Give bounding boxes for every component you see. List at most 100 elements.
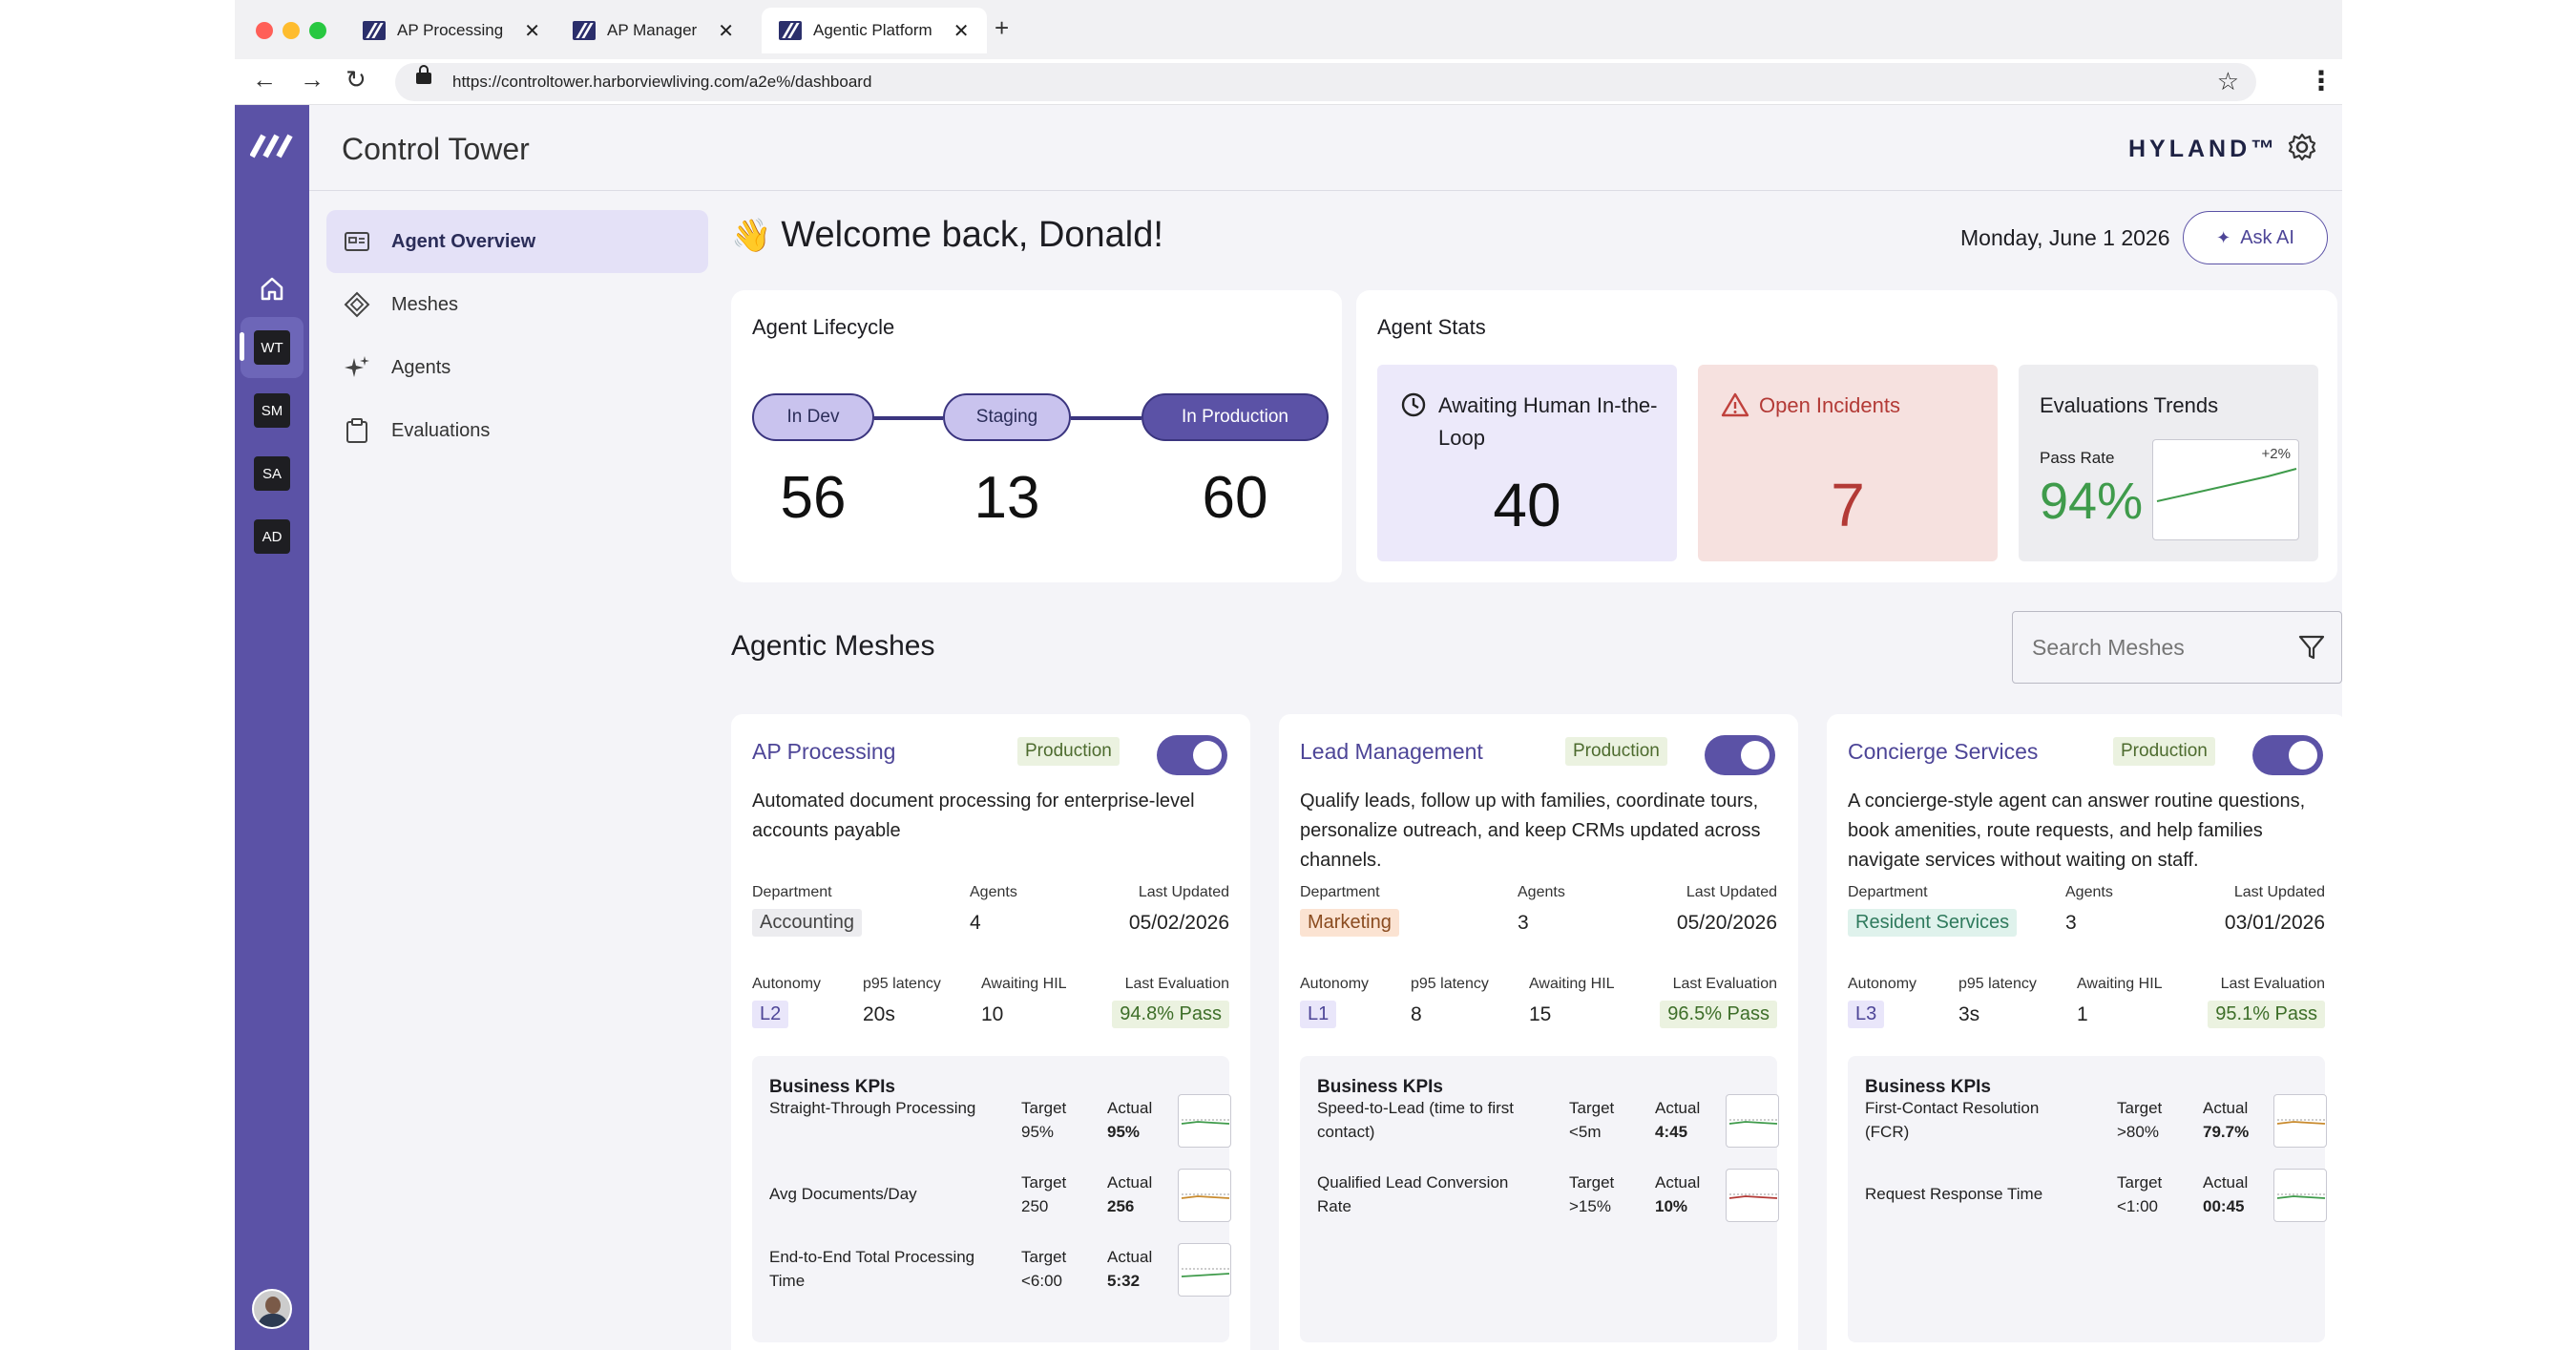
minimize-window-button[interactable]	[283, 22, 300, 39]
business-kpis-panel: Business KPIs Straight-Through Processin…	[752, 1056, 1231, 1342]
browser-tab-agentic-platform[interactable]: Agentic Platform ✕	[762, 8, 987, 53]
p95-latency-label: p95 latency	[863, 976, 941, 992]
mesh-title[interactable]: Lead Management	[1300, 739, 1483, 764]
nav-item-agents[interactable]: Agents	[326, 336, 708, 399]
workspace-badge-sa[interactable]: SA	[254, 456, 290, 491]
mesh-card-concierge-services[interactable]: Concierge Services Production A concierg…	[1827, 714, 2342, 1350]
last-updated-label: Last Updated	[2233, 884, 2325, 900]
workspace-badge-sm[interactable]: SM	[254, 393, 290, 428]
kpi-sparkline	[2273, 1169, 2327, 1222]
nav-label: Agent Overview	[391, 230, 536, 252]
department-chip: Resident Services	[1848, 909, 2018, 937]
awaiting-hil-label: Awaiting HIL	[1529, 976, 1615, 992]
tab-bar: AP Processing ✕ AP Manager ✕ Agentic Pla…	[235, 0, 2342, 59]
awaiting-hil-label: Awaiting HIL	[2077, 976, 2163, 992]
kpi-target: Target <6:00	[1021, 1245, 1066, 1293]
kpi-actual-value: 79.7%	[2203, 1123, 2250, 1141]
tab-label: AP Processing	[397, 21, 504, 39]
kpi-target-label: Target	[1021, 1099, 1067, 1117]
close-tab-icon[interactable]: ✕	[718, 20, 734, 42]
close-tab-icon[interactable]: ✕	[524, 20, 540, 42]
browser-window: AP Processing ✕ AP Manager ✕ Agentic Pla…	[235, 0, 2342, 1350]
awaiting-hil-value: 1	[2077, 1003, 2088, 1025]
user-avatar[interactable]	[252, 1289, 292, 1329]
app-title: Control Tower	[342, 132, 530, 166]
close-window-button[interactable]	[256, 22, 273, 39]
stage-pill-in-production[interactable]: In Production	[1141, 393, 1329, 441]
nav-item-meshes[interactable]: Meshes	[326, 273, 708, 336]
nav-item-evaluations[interactable]: Evaluations	[326, 399, 708, 462]
kpi-sparkline	[1178, 1094, 1231, 1148]
workspace-badge-ad[interactable]: AD	[254, 519, 290, 554]
warning-icon	[1721, 392, 1749, 417]
last-updated-value: 05/02/2026	[1128, 912, 1229, 934]
open-incidents-stat[interactable]: Open Incidents 7	[1698, 365, 1998, 561]
kpi-name: Straight-Through Processing	[769, 1099, 976, 1117]
status-badge: Production	[2113, 737, 2215, 766]
kpi-target-label: Target	[1569, 1099, 1615, 1117]
new-tab-icon[interactable]: +	[995, 13, 1010, 42]
agents-label: Agents	[2065, 884, 2113, 900]
browser-tab-ap-manager[interactable]: AP Manager ✕	[555, 8, 751, 53]
kpi-target-label: Target	[1569, 1173, 1615, 1192]
p95-latency-value: 8	[1411, 1003, 1422, 1025]
mesh-enabled-toggle[interactable]	[1705, 735, 1775, 775]
welcome-text: Welcome back, Donald!	[781, 215, 1163, 255]
kpi-actual-value: 95%	[1107, 1123, 1141, 1141]
nav-item-agent-overview[interactable]: Agent Overview	[326, 210, 708, 273]
autonomy-label: Autonomy	[752, 976, 822, 992]
evaluations-trends-stat[interactable]: Evaluations Trends Pass Rate 94% +2%	[2019, 365, 2318, 561]
kpi-target: Target 95%	[1021, 1096, 1066, 1144]
search-meshes-input[interactable]	[2012, 611, 2342, 684]
mesh-enabled-toggle[interactable]	[1157, 735, 1227, 775]
browser-tab-ap-processing[interactable]: AP Processing ✕	[346, 8, 557, 53]
autonomy-chip: L1	[1300, 1001, 1337, 1028]
card-title: Agent Lifecycle	[752, 315, 895, 339]
home-icon[interactable]	[253, 269, 291, 307]
browser-menu-icon[interactable]: ⋮	[2308, 66, 2335, 95]
mesh-description: Automated document processing for enterp…	[752, 791, 1195, 841]
stage-pill-in-dev[interactable]: In Dev	[752, 393, 874, 441]
mesh-enabled-toggle[interactable]	[2252, 735, 2323, 775]
awaiting-hil-stat[interactable]: Awaiting Human In-the-Loop 40	[1377, 365, 1677, 561]
kpi-actual-value: 256	[1107, 1197, 1135, 1215]
gear-icon[interactable]	[2287, 132, 2317, 162]
department-chip: Marketing	[1300, 909, 1399, 937]
business-kpis-panel: Business KPIs First-Contact Resolution (…	[1848, 1056, 2327, 1342]
pass-rate-value: 94%	[2040, 473, 2144, 530]
kpi-target: Target <1:00	[2117, 1171, 2162, 1218]
kpi-actual: Actual 10%	[1655, 1171, 1700, 1218]
p95-latency-value: 20s	[863, 1003, 895, 1025]
mesh-card-ap-processing[interactable]: AP Processing Production Automated docum…	[731, 714, 1250, 1350]
sparkle-icon	[345, 356, 369, 377]
kpi-target-value: <1:00	[2117, 1197, 2159, 1215]
kpi-target-value: <6:00	[1021, 1272, 1063, 1290]
close-tab-icon[interactable]: ✕	[953, 20, 970, 42]
ask-ai-button[interactable]: ✦ Ask AI	[2183, 211, 2328, 264]
stage-connector	[1071, 416, 1141, 420]
filter-icon[interactable]	[2296, 632, 2327, 663]
stat-value: 40	[1493, 471, 1561, 539]
awaiting-hil-label: Awaiting HIL	[981, 976, 1067, 992]
status-badge: Production	[1565, 737, 1667, 766]
mesh-icon	[344, 291, 370, 318]
url-field[interactable]: https://controltower.harborviewliving.co…	[395, 63, 2256, 101]
sparkle-icon: ✦	[2216, 227, 2231, 247]
lock-icon	[416, 65, 431, 84]
stat-label: Awaiting Human In-the-Loop	[1438, 393, 1658, 450]
reload-icon[interactable]: ↻	[346, 65, 367, 94]
stage-pill-staging[interactable]: Staging	[943, 393, 1071, 441]
maximize-window-button[interactable]	[309, 22, 326, 39]
workspace-badge-wt[interactable]: WT	[254, 330, 290, 365]
kpi-actual: Actual 95%	[1107, 1096, 1152, 1144]
kpi-target-label: Target	[2117, 1173, 2163, 1192]
forward-arrow-icon[interactable]: →	[300, 65, 325, 94]
mesh-title[interactable]: AP Processing	[752, 739, 896, 764]
bookmark-star-icon[interactable]: ☆	[2216, 67, 2239, 95]
mesh-title[interactable]: Concierge Services	[1848, 739, 2039, 764]
kpi-name: Qualified Lead Conversion Rate	[1317, 1173, 1509, 1215]
back-arrow-icon[interactable]: ←	[252, 65, 277, 94]
mesh-card-lead-management[interactable]: Lead Management Production Qualify leads…	[1279, 714, 1798, 1350]
kpi-name: End-to-End Total Processing Time	[769, 1248, 975, 1290]
in-production-count: 60	[1202, 465, 1268, 531]
